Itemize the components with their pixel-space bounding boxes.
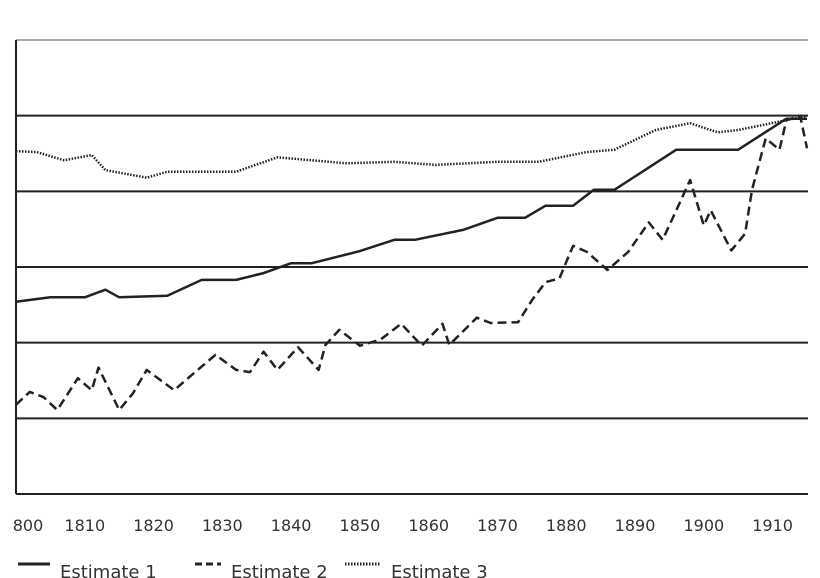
x-tick-label: 1860 xyxy=(408,516,449,535)
data-line xyxy=(15,114,808,179)
x-tick-label: 1850 xyxy=(340,516,381,535)
legend-label: Estimate 3 xyxy=(391,562,488,578)
x-tick-label: 1870 xyxy=(477,516,518,535)
x-tick-label: 1900 xyxy=(683,516,724,535)
x-tick-label: 1840 xyxy=(271,516,312,535)
legend-label: Estimate 2 xyxy=(231,562,328,578)
data-line xyxy=(15,114,809,412)
data-line xyxy=(15,117,807,304)
x-tick-label: 1830 xyxy=(202,516,243,535)
x-tick-label: 1820 xyxy=(133,516,174,535)
x-tick-label: 1880 xyxy=(546,516,587,535)
x-tick-label: 1810 xyxy=(64,516,105,535)
legend-label: Estimate 1 xyxy=(60,562,157,578)
x-tick-label: 800 xyxy=(13,516,44,535)
x-tick-label: 1890 xyxy=(615,516,656,535)
x-tick-label: 1910 xyxy=(752,516,793,535)
